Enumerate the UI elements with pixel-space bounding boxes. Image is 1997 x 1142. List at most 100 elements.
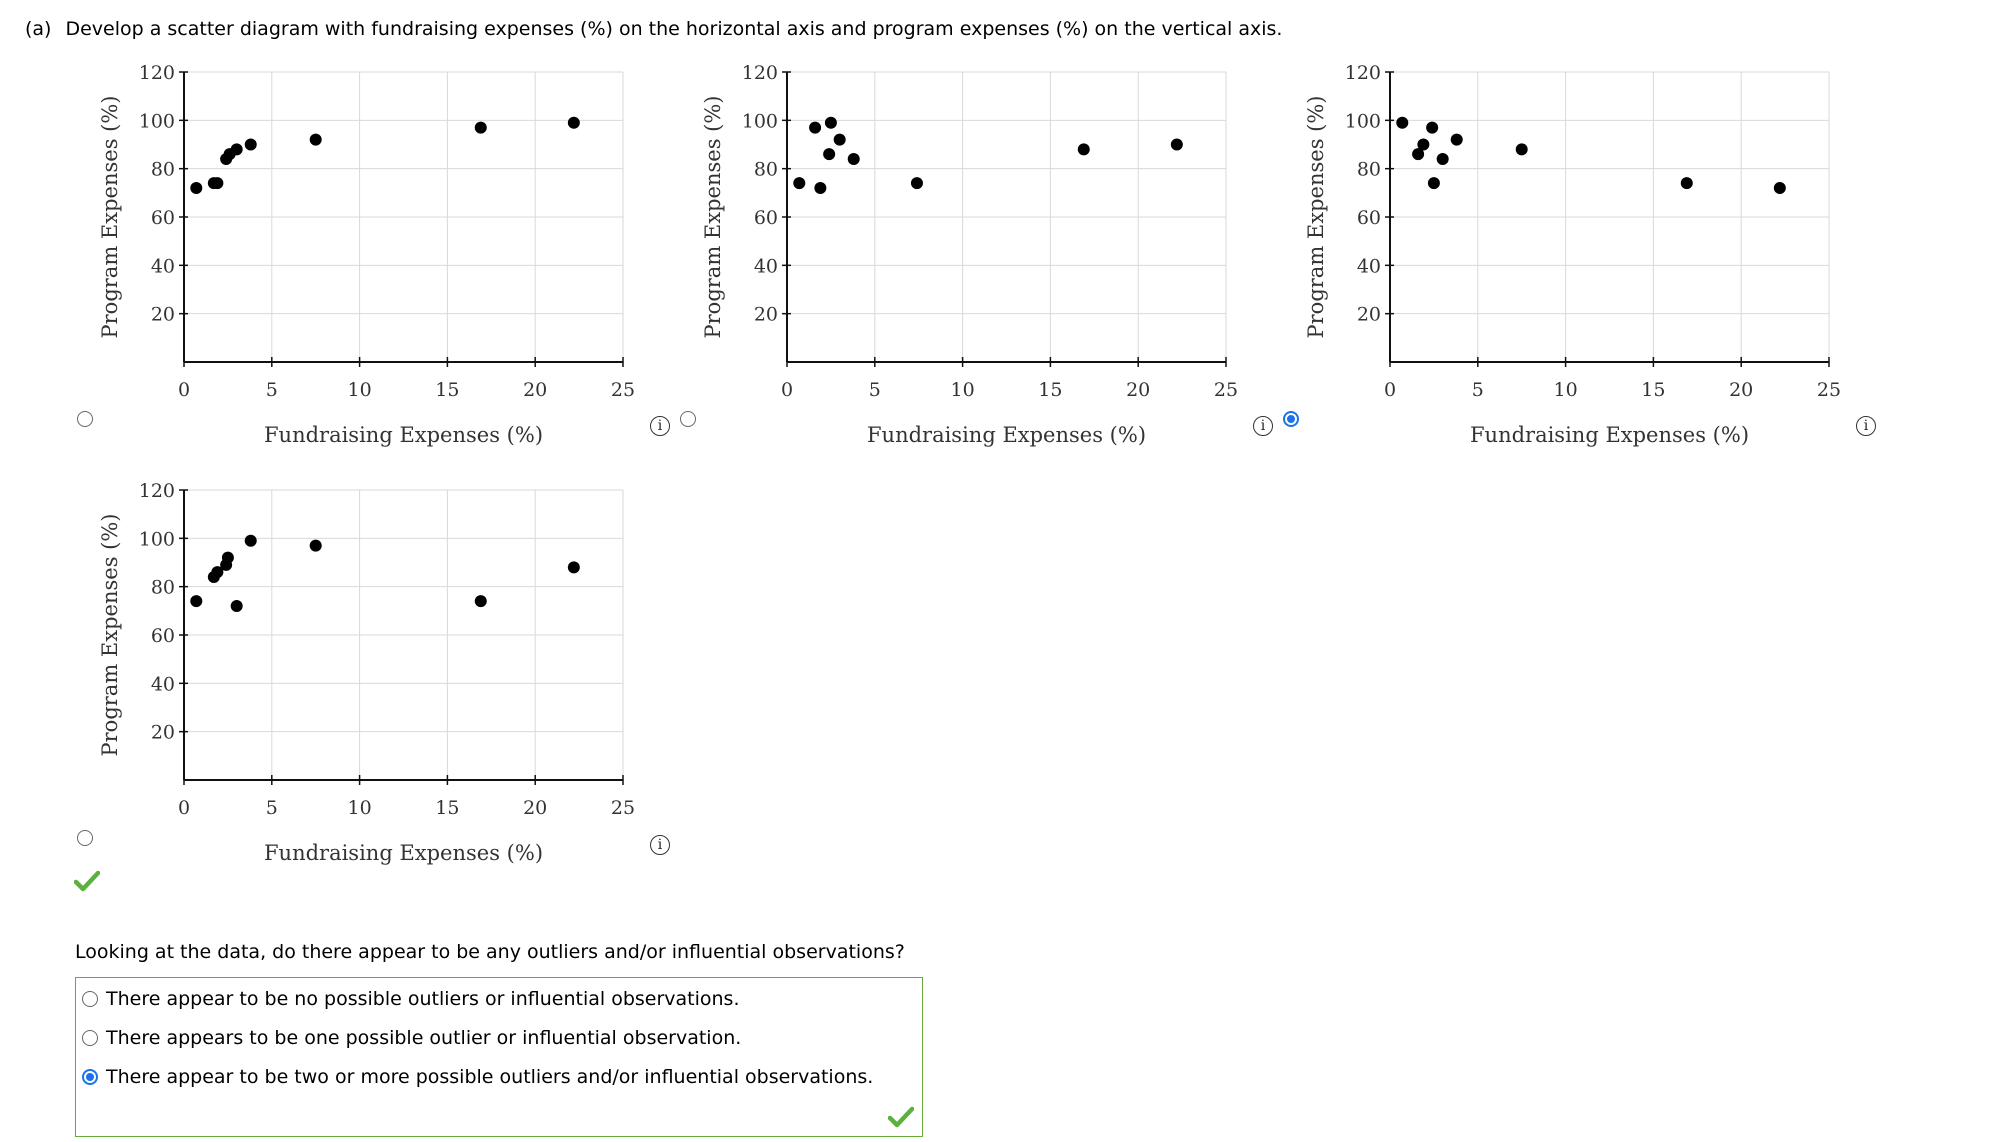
option-two-or-more-outliers[interactable]: There appear to be two or more possible … (82, 1066, 873, 1088)
data-point (1417, 138, 1430, 151)
data-point (1773, 182, 1786, 194)
data-point (847, 153, 860, 165)
svg-text:80: 80 (1357, 159, 1381, 181)
svg-text:15: 15 (435, 379, 459, 401)
svg-text:40: 40 (754, 255, 778, 277)
option-one-outlier-radio[interactable] (82, 1030, 98, 1046)
option-label: There appear to be no possible outliers … (106, 988, 740, 1010)
svg-text:Program Expenses (%): Program Expenses (%) (1304, 96, 1328, 339)
question-prompt: (a) Develop a scatter diagram with fundra… (25, 18, 1282, 40)
svg-text:120: 120 (742, 62, 778, 84)
correct-check-icon (74, 870, 100, 892)
svg-text:20: 20 (1126, 379, 1150, 401)
data-point (230, 600, 243, 612)
data-point (244, 138, 257, 151)
data-point (309, 539, 322, 552)
info-icon-a[interactable]: i (650, 416, 670, 436)
svg-text:0: 0 (1384, 379, 1396, 401)
svg-text:10: 10 (1554, 379, 1578, 401)
choice-a-radio[interactable] (77, 411, 93, 427)
data-point (809, 121, 822, 134)
info-icon-b[interactable]: i (1253, 416, 1273, 436)
data-point (1077, 143, 1090, 156)
svg-text:100: 100 (139, 528, 175, 550)
choice-c-radio[interactable] (1283, 411, 1299, 427)
data-point (833, 133, 846, 146)
info-icon-c[interactable]: i (1856, 416, 1876, 436)
data-point (211, 566, 224, 579)
svg-text:0: 0 (781, 379, 793, 401)
svg-text:80: 80 (754, 159, 778, 181)
option-one-outlier[interactable]: There appears to be one possible outlier… (82, 1027, 741, 1049)
svg-text:5: 5 (869, 379, 881, 401)
svg-text:10: 10 (951, 379, 975, 401)
scatter-chart-d: 120 100 80 60 40 20 0 5 10 15 20 25 Fundraising Expe… (95, 478, 655, 865)
svg-text:15: 15 (435, 797, 459, 819)
svg-text:120: 120 (139, 480, 175, 502)
svg-text:5: 5 (266, 379, 278, 401)
scatter-plot-svg: 120 100 80 60 40 20 0 5 10 15 20 25 Fundraising Expe… (1304, 62, 1841, 447)
option-no-outliers-radio[interactable] (82, 991, 98, 1007)
svg-text:60: 60 (1357, 207, 1381, 229)
data-point (793, 177, 806, 190)
data-point (1450, 133, 1463, 146)
choice-b-radio[interactable] (680, 411, 696, 427)
scatter-plot-svg: 120 100 80 60 40 20 0 5 10 15 20 25 Fundraising Expe… (98, 62, 635, 447)
svg-text:Program Expenses (%): Program Expenses (%) (98, 96, 122, 339)
data-point (1426, 121, 1439, 134)
data-point (244, 534, 257, 547)
svg-text:100: 100 (742, 110, 778, 132)
svg-text:25: 25 (611, 379, 635, 401)
answer-options-box: There appear to be no possible outliers … (75, 977, 923, 1137)
data-point (823, 148, 836, 161)
option-no-outliers[interactable]: There appear to be no possible outliers … (82, 988, 740, 1010)
svg-text:80: 80 (151, 159, 175, 181)
option-two-or-more-radio[interactable] (82, 1069, 98, 1085)
svg-text:25: 25 (1214, 379, 1238, 401)
question-text: Develop a scatter diagram with fundraisi… (65, 18, 1283, 40)
svg-text:15: 15 (1641, 379, 1665, 401)
option-label: There appears to be one possible outlier… (106, 1027, 742, 1049)
svg-text:60: 60 (151, 207, 175, 229)
svg-text:100: 100 (139, 110, 175, 132)
svg-text:100: 100 (1345, 110, 1381, 132)
data-point (190, 182, 203, 194)
question-part-label: (a) (25, 18, 52, 40)
answer-correct-check-icon (888, 1106, 914, 1128)
svg-text:20: 20 (523, 797, 547, 819)
data-point (1515, 143, 1528, 156)
data-point (567, 116, 580, 129)
data-point (474, 121, 487, 134)
data-point (814, 182, 827, 194)
svg-text:10: 10 (348, 379, 372, 401)
data-point (309, 133, 322, 146)
data-point (567, 561, 580, 574)
svg-text:80: 80 (151, 577, 175, 599)
data-point (230, 143, 243, 156)
option-label: There appear to be two or more possible … (106, 1066, 874, 1088)
svg-text:25: 25 (1817, 379, 1841, 401)
scatter-chart-b: 120 100 80 60 40 20 0 5 10 15 20 25 Fundraising Expe… (698, 60, 1258, 447)
svg-text:25: 25 (611, 797, 635, 819)
info-icon-d[interactable]: i (650, 835, 670, 855)
scatter-chart-c: 120 100 80 60 40 20 0 5 10 15 20 25 Fundraising Expe… (1301, 60, 1861, 447)
svg-text:20: 20 (754, 304, 778, 326)
svg-text:5: 5 (266, 797, 278, 819)
choice-d-radio[interactable] (77, 830, 93, 846)
data-point (1170, 138, 1183, 151)
svg-text:60: 60 (151, 625, 175, 647)
svg-text:40: 40 (151, 673, 175, 695)
svg-text:20: 20 (151, 304, 175, 326)
svg-text:20: 20 (151, 722, 175, 744)
svg-text:40: 40 (151, 255, 175, 277)
svg-text:Program Expenses (%): Program Expenses (%) (701, 96, 725, 339)
svg-text:Fundraising Expenses (%): Fundraising Expenses (%) (264, 841, 543, 865)
svg-text:20: 20 (523, 379, 547, 401)
data-point (1427, 177, 1440, 190)
svg-text:Fundraising Expenses (%): Fundraising Expenses (%) (264, 423, 543, 447)
svg-text:Fundraising Expenses (%): Fundraising Expenses (%) (867, 423, 1146, 447)
data-point (1436, 153, 1449, 165)
data-point (221, 551, 234, 564)
data-point (211, 177, 224, 190)
svg-text:40: 40 (1357, 255, 1381, 277)
